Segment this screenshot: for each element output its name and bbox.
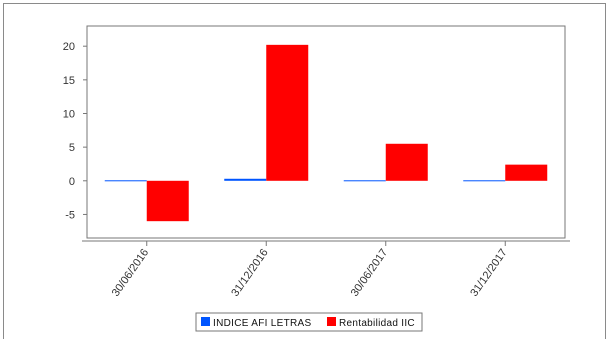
x-axis-ticks: 30/06/2016 31/12/2016 30/06/2017 31/12/2017 xyxy=(110,241,510,299)
legend-label: INDICE AFI LETRAS xyxy=(213,318,311,329)
bars xyxy=(104,44,548,222)
y-tick-label: 15 xyxy=(63,75,75,87)
bar-indice-afi-letras xyxy=(463,180,506,182)
y-tick-label: 0 xyxy=(69,176,75,188)
bar-rentabilidad-iic xyxy=(505,164,548,181)
x-tick-label: 30/06/2017 xyxy=(349,247,390,299)
bar-indice-afi-letras xyxy=(104,180,147,182)
bar-indice-afi-letras xyxy=(343,180,386,182)
x-tick-label: 30/06/2016 xyxy=(110,247,151,299)
y-axis-ticks: -5 0 5 10 15 20 xyxy=(63,41,87,221)
y-tick-label: 20 xyxy=(63,41,75,53)
bar-rentabilidad-iic xyxy=(146,180,189,222)
bar-rentabilidad-iic xyxy=(266,44,309,181)
y-tick-label: -5 xyxy=(65,209,75,221)
legend-swatch xyxy=(327,317,336,326)
legend-box xyxy=(195,312,423,332)
x-tick-label: 31/12/2016 xyxy=(229,247,270,299)
legend-swatch xyxy=(201,317,210,326)
x-tick-label: 31/12/2017 xyxy=(468,247,509,299)
bar-rentabilidad-iic xyxy=(385,143,428,181)
legend: INDICE AFI LETRAS Rentabilidad IIC xyxy=(195,312,423,332)
bar-indice-afi-letras xyxy=(224,178,267,181)
y-tick-label: 10 xyxy=(63,108,75,120)
y-tick-label: 5 xyxy=(69,142,75,154)
legend-label: Rentabilidad IIC xyxy=(339,318,415,329)
